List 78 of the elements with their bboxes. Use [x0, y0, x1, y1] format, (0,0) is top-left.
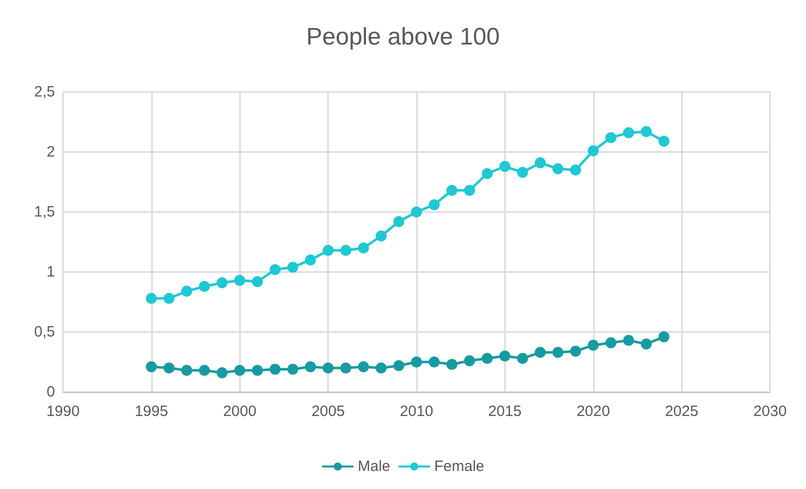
x-tick-label: 2005 — [311, 403, 345, 420]
point — [146, 361, 157, 372]
point — [499, 160, 510, 172]
point — [270, 264, 281, 276]
point — [304, 361, 316, 372]
point — [287, 262, 298, 273]
point — [181, 286, 192, 297]
y-tick-label: 2,5 — [34, 84, 55, 100]
x-tick-label: 2025 — [664, 403, 698, 420]
y-tick-label: 1 — [46, 264, 55, 280]
point — [393, 360, 404, 372]
x-tick-label: 2015 — [488, 403, 522, 420]
point — [411, 356, 422, 368]
legend-label: Female — [434, 458, 484, 475]
point — [482, 352, 493, 364]
point — [552, 163, 564, 174]
chart-title: People above 100 — [306, 24, 500, 50]
point — [623, 334, 634, 346]
point — [340, 362, 352, 374]
point — [322, 362, 334, 374]
point — [181, 364, 192, 376]
y-tick-label: 2 — [46, 144, 55, 160]
point — [198, 280, 210, 292]
point — [534, 346, 546, 358]
y-tick-label: 0,5 — [34, 324, 55, 340]
point — [570, 164, 582, 176]
point — [446, 358, 458, 370]
point — [304, 254, 316, 266]
point — [605, 132, 616, 144]
point — [640, 338, 652, 350]
point — [287, 364, 298, 375]
point — [552, 346, 564, 358]
x-tick-label: 2020 — [576, 403, 610, 420]
point — [428, 199, 440, 210]
point — [588, 145, 599, 156]
point — [234, 364, 246, 376]
point — [428, 356, 440, 368]
point — [482, 168, 493, 180]
point — [358, 242, 369, 254]
point — [146, 292, 157, 304]
point — [658, 136, 670, 147]
point — [216, 367, 228, 378]
point — [464, 184, 476, 196]
point — [588, 340, 599, 351]
point — [640, 126, 652, 138]
point — [658, 331, 670, 342]
point — [411, 206, 422, 218]
point — [252, 364, 263, 376]
point — [464, 355, 476, 366]
point — [534, 157, 546, 168]
point — [517, 166, 528, 178]
legend-label: Male — [358, 458, 390, 475]
point — [164, 292, 175, 304]
point — [393, 216, 404, 228]
point — [164, 362, 175, 374]
point — [446, 184, 458, 196]
point — [517, 352, 528, 364]
x-tick-label: 1990 — [46, 403, 80, 420]
point — [376, 230, 387, 242]
x-tick-label: 1995 — [134, 403, 168, 420]
point — [605, 337, 616, 348]
y-tick-label: 1,5 — [34, 204, 55, 220]
point — [252, 276, 263, 288]
point — [358, 361, 369, 372]
point — [234, 274, 246, 286]
point — [340, 244, 352, 256]
x-tick-label: 2030 — [753, 403, 787, 420]
point — [322, 244, 334, 256]
point — [376, 362, 387, 374]
x-tick-label: 2010 — [400, 403, 434, 420]
point — [216, 277, 228, 288]
point — [198, 364, 210, 376]
y-tick-label: 0 — [46, 384, 55, 400]
point — [270, 364, 281, 375]
point — [499, 350, 510, 362]
point — [623, 127, 634, 138]
x-tick-label: 2000 — [223, 403, 256, 420]
point — [570, 346, 582, 357]
